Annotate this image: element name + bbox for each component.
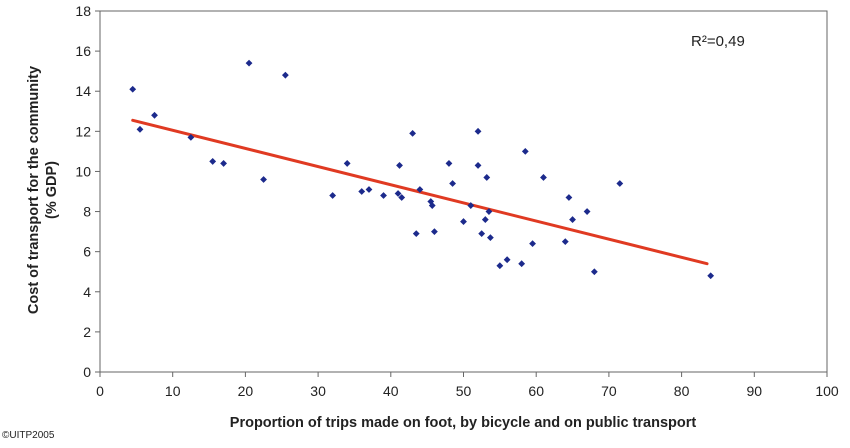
data-point — [616, 180, 624, 187]
data-point — [449, 180, 456, 187]
y-tick-label: 6 — [83, 244, 91, 260]
data-point — [245, 59, 253, 67]
y-axis-title-line2: (% GDP) — [44, 161, 60, 219]
x-tick-label: 50 — [456, 383, 472, 399]
x-tick-label: 60 — [528, 383, 544, 399]
data-point — [481, 216, 489, 223]
x-tick-label: 20 — [238, 383, 254, 399]
x-tick-label: 90 — [747, 383, 763, 399]
data-point — [220, 160, 227, 167]
data-point — [540, 174, 547, 181]
y-axis-title-line1: Cost of transport for the community — [26, 66, 42, 314]
data-point — [483, 174, 491, 181]
data-point — [398, 194, 406, 201]
y-tick-label: 8 — [83, 204, 91, 220]
x-tick-label: 30 — [310, 383, 326, 399]
data-point — [485, 208, 493, 215]
x-tick-label: 10 — [165, 383, 181, 399]
y-axis: 0 2 4 6 8 10 12 14 16 18 — [75, 3, 100, 380]
data-point — [707, 272, 715, 280]
data-point — [343, 160, 351, 167]
data-points — [129, 59, 715, 280]
data-point — [396, 162, 403, 169]
plot-area-frame — [99, 10, 828, 373]
y-tick-label: 16 — [75, 43, 91, 59]
data-point — [129, 85, 137, 93]
data-point — [518, 260, 526, 268]
data-point — [358, 188, 366, 195]
data-point — [428, 202, 436, 209]
y-tick-label: 14 — [75, 83, 91, 99]
x-tick-label: 70 — [601, 383, 617, 399]
data-point — [260, 176, 267, 183]
x-tick-label: 40 — [383, 383, 399, 399]
data-point — [565, 194, 573, 201]
data-point — [187, 133, 195, 141]
y-tick-label: 4 — [83, 284, 91, 300]
data-point — [394, 190, 402, 197]
data-point — [416, 186, 424, 193]
copyright-credit: ©UITP2005 — [2, 430, 55, 441]
r-squared-annotation: R²=0,49 — [691, 33, 745, 50]
data-point — [409, 129, 417, 137]
x-axis: 0 10 20 30 40 50 60 70 80 90 100 — [96, 372, 839, 399]
x-tick-label: 100 — [815, 383, 839, 399]
y-tick-label: 12 — [75, 123, 91, 139]
data-point — [486, 234, 494, 242]
y-tick-label: 10 — [75, 163, 91, 179]
y-tick-label: 0 — [83, 364, 91, 380]
x-tick-label: 0 — [96, 383, 104, 399]
data-point — [467, 202, 475, 209]
data-point — [431, 228, 438, 236]
data-point — [496, 262, 504, 270]
data-point — [412, 230, 420, 238]
y-tick-label: 2 — [83, 324, 91, 340]
data-point — [590, 268, 598, 276]
data-point — [569, 216, 576, 223]
data-point — [529, 240, 536, 248]
data-point — [503, 256, 511, 264]
data-point — [460, 218, 467, 225]
data-point — [478, 230, 486, 238]
data-point — [209, 158, 217, 165]
data-point — [136, 125, 144, 133]
data-point — [329, 192, 337, 199]
data-point — [474, 162, 482, 169]
data-point — [561, 238, 569, 246]
data-point — [445, 160, 453, 167]
data-point — [583, 208, 591, 215]
data-point — [281, 71, 289, 79]
data-point — [151, 111, 158, 119]
x-tick-label: 80 — [674, 383, 690, 399]
data-point — [365, 186, 373, 193]
x-axis-title: Proportion of trips made on foot, by bic… — [230, 415, 697, 431]
data-point — [474, 127, 482, 135]
data-point — [521, 147, 529, 155]
y-tick-label: 18 — [75, 3, 91, 19]
data-point — [380, 192, 387, 199]
